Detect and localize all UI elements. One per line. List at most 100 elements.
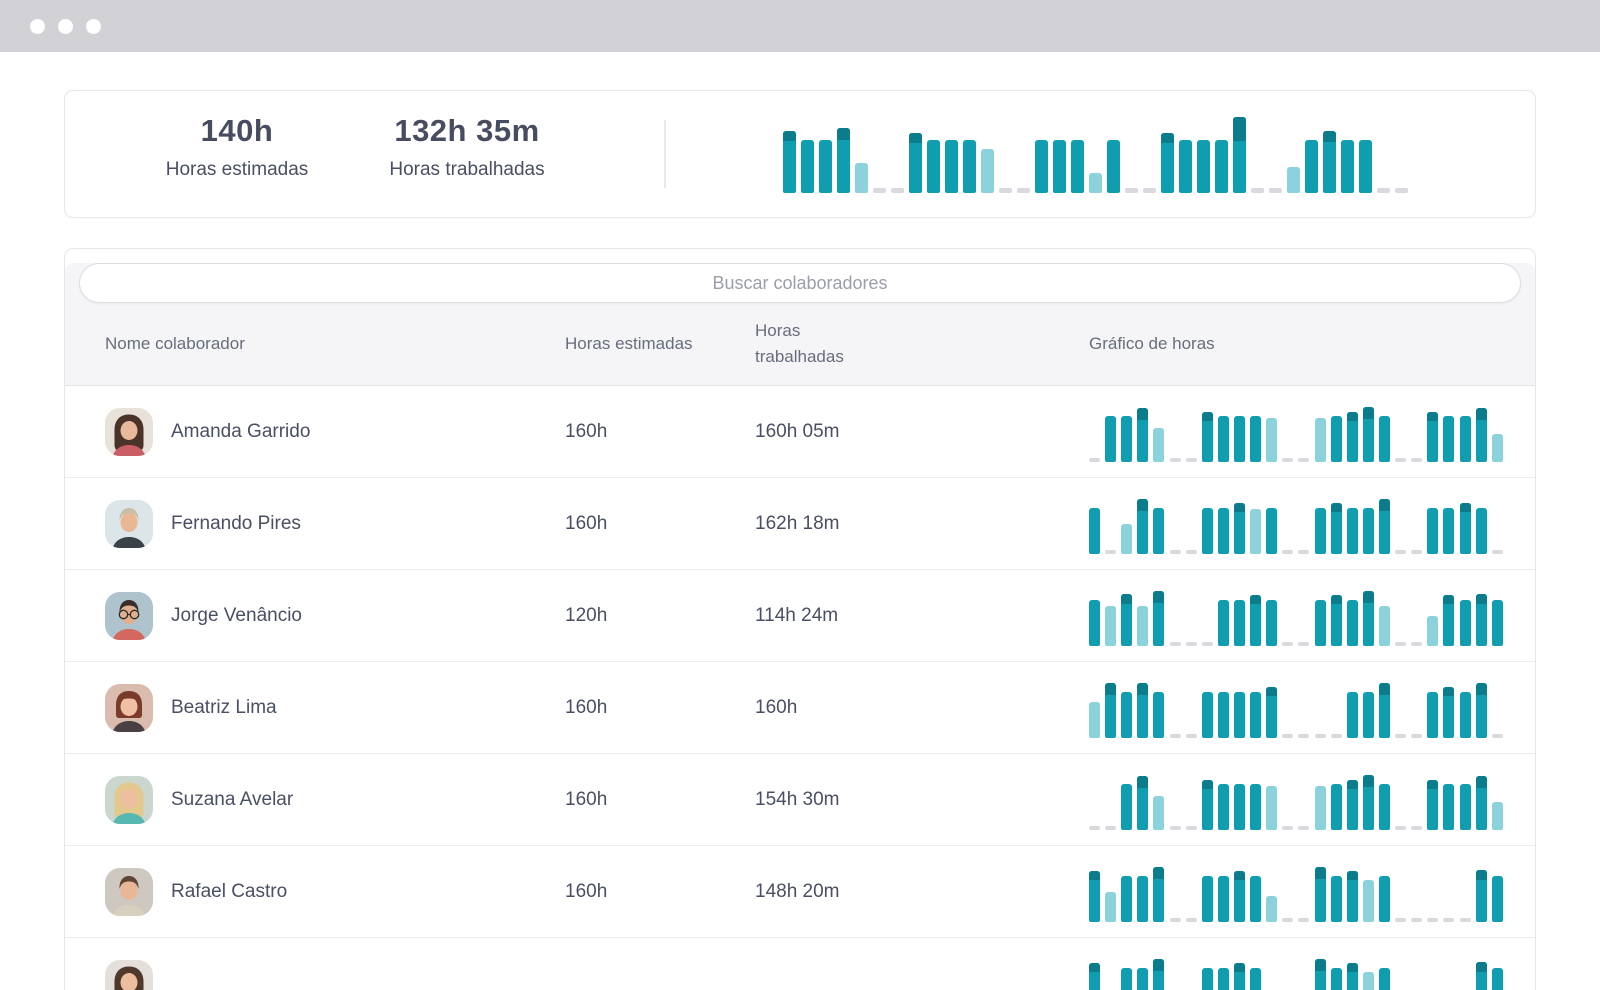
window-dot[interactable] <box>86 18 101 34</box>
day-bar <box>1287 167 1300 193</box>
day-bar <box>1362 971 1374 990</box>
collaborator-row[interactable]: Suzana Avelar 160h 154h 30m <box>65 754 1535 846</box>
empty-day-dash <box>1395 641 1407 646</box>
collaborator-row[interactable]: Fernando Pires 160h 162h 18m <box>65 478 1535 570</box>
avatar <box>105 591 153 640</box>
collaborator-cell: Suzana Avelar <box>105 775 565 824</box>
day-bar <box>1233 502 1245 554</box>
day-bar <box>1427 691 1439 738</box>
day-bar <box>1378 498 1390 554</box>
empty-day-dash <box>1411 457 1423 462</box>
day-bar <box>1459 691 1471 738</box>
day-bar <box>1362 406 1374 462</box>
collaborator-row[interactable]: Beatriz Lima 160h 160h <box>65 662 1535 754</box>
empty-day-dash <box>1411 641 1423 646</box>
empty-day-dash <box>1282 641 1294 646</box>
empty-day-dash <box>1427 917 1439 922</box>
empty-day-dash <box>873 188 886 193</box>
empty-day-dash <box>1169 733 1181 738</box>
avatar <box>105 683 153 732</box>
collaborator-cell: Rafael Castro <box>105 867 565 916</box>
day-bar <box>1475 593 1487 646</box>
worked-hours-value: 162h 18m <box>755 512 840 534</box>
empty-day-dash <box>1395 188 1408 193</box>
empty-day-dash <box>1185 917 1197 922</box>
day-bar <box>1121 691 1133 738</box>
day-bar <box>1346 779 1358 830</box>
day-bar <box>1266 686 1278 738</box>
day-bar <box>1459 783 1471 830</box>
empty-day-dash <box>1491 733 1503 738</box>
search-input[interactable] <box>79 263 1521 303</box>
worked-hours-value: 160h 05m <box>755 420 840 442</box>
day-bar <box>1105 415 1117 462</box>
day-bar <box>1107 140 1120 193</box>
day-bar <box>1035 140 1048 193</box>
empty-day-dash <box>1282 457 1294 462</box>
collaborator-row[interactable]: Rafael Castro 160h 148h 20m <box>65 846 1535 938</box>
day-bar <box>1105 605 1117 646</box>
empty-day-dash <box>1185 549 1197 554</box>
empty-day-dash <box>1105 825 1117 830</box>
window-dot[interactable] <box>58 18 73 34</box>
collaborator-cell: Amanda Garrido <box>105 407 565 456</box>
empty-day-dash <box>1298 733 1310 738</box>
empty-day-dash <box>1411 549 1423 554</box>
day-bar <box>1250 783 1262 830</box>
day-bar <box>1459 415 1471 462</box>
empty-day-dash <box>1411 917 1423 922</box>
day-bar <box>801 140 814 193</box>
empty-day-dash <box>1185 825 1197 830</box>
day-bar <box>1153 691 1165 738</box>
day-bar <box>1427 507 1439 554</box>
empty-day-dash <box>1105 549 1117 554</box>
collaborator-row[interactable]: Amanda Garrido 160h 160h 05m <box>65 386 1535 478</box>
day-bar <box>1346 691 1358 738</box>
day-bar <box>1330 875 1342 922</box>
hours-bar-chart <box>1089 586 1503 646</box>
window-dot[interactable] <box>30 18 45 34</box>
empty-day-dash <box>1298 825 1310 830</box>
day-bar <box>1217 691 1229 738</box>
estimated-hours-total: 140h <box>200 113 274 148</box>
hours-bar-chart <box>1089 954 1503 990</box>
collaborator-row[interactable]: Jorge Venâncio 120h 114h 24m <box>65 570 1535 662</box>
worked-hours-value: 160h <box>755 696 798 718</box>
day-bar <box>1459 599 1471 646</box>
empty-day-dash <box>1089 457 1100 462</box>
day-bar <box>1137 498 1149 554</box>
avatar <box>105 407 153 456</box>
day-bar <box>1491 875 1503 922</box>
day-bar <box>1250 415 1262 462</box>
day-bar <box>1459 502 1471 554</box>
empty-day-dash <box>1298 457 1310 462</box>
collaborator-row[interactable] <box>65 938 1535 990</box>
day-bar <box>945 140 958 193</box>
day-bar <box>1330 502 1342 554</box>
day-bar <box>1089 870 1100 922</box>
table-header-area: Nome colaborador Horas estimadas Horas t… <box>65 263 1535 386</box>
day-bar <box>1475 507 1487 554</box>
day-bar <box>1153 427 1165 462</box>
day-bar <box>1266 507 1278 554</box>
day-bar <box>1427 615 1439 646</box>
day-bar <box>1378 415 1390 462</box>
empty-day-dash <box>1282 917 1294 922</box>
collaborator-name: Beatriz Lima <box>171 696 277 718</box>
day-bar <box>1233 599 1245 646</box>
summary-hours-bar-chart <box>783 107 1408 193</box>
empty-day-dash <box>1125 188 1138 193</box>
day-bar <box>1250 594 1262 646</box>
empty-day-dash <box>1185 457 1197 462</box>
collaborator-name: Amanda Garrido <box>171 420 311 442</box>
column-header-worked-hours: Horas trabalhadas <box>755 320 844 366</box>
stat-worked-hours: 132h 35m Horas trabalhadas <box>352 91 582 217</box>
day-bar <box>1089 507 1100 554</box>
empty-day-dash <box>1282 733 1294 738</box>
day-bar <box>1137 967 1149 990</box>
estimated-hours-value: 160h <box>565 696 608 718</box>
estimated-hours-value: 120h <box>565 604 608 626</box>
day-bar <box>837 128 850 193</box>
day-bar <box>1443 686 1455 738</box>
empty-day-dash <box>1282 825 1294 830</box>
